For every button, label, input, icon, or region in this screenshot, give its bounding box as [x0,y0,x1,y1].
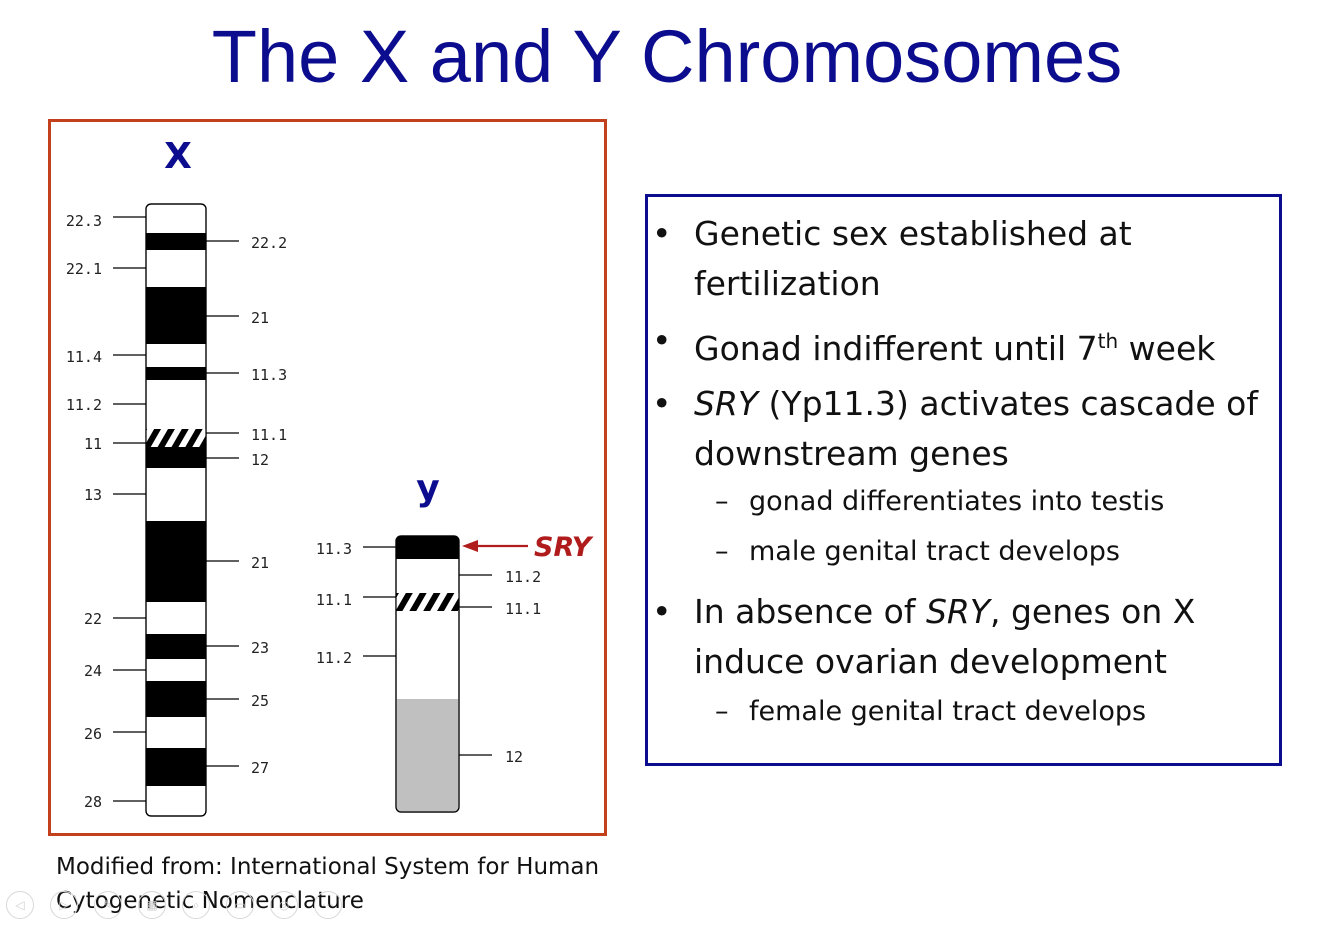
x-band-label: 11 [84,435,102,453]
y-band-label: 11.2 [316,649,352,667]
sub-bullet-text: gonad differentiates into testis [749,486,1165,517]
sub-bullet-text: female genital tract develops [749,696,1147,727]
x-band-label: 12 [251,451,269,469]
x-band-label: 11.4 [66,348,102,366]
bullet-dot: • [652,592,672,631]
bullet-gonad: • Gonad indifferent until 7th week [652,319,1216,371]
sub-bullet-text: male genital tract develops [749,536,1120,567]
sry-arrow-icon [462,540,528,552]
x-band-label: 21 [251,554,269,572]
bullet-dot: • [652,214,672,253]
sub-bullet-testis: – gonad differentiates into testis [715,486,1165,517]
y-band-label: 11.2 [505,568,541,586]
x-band-label: 26 [84,725,102,743]
bullet-dot: • [652,384,672,423]
x-chromosome [145,203,207,817]
x-band-label: 11.3 [251,366,287,384]
x-band-label: 25 [251,692,269,710]
bullet-sry: • SRY (Yp11.3) activates cascade of down… [652,379,1258,479]
bullet-text: induce ovarian development [694,642,1167,681]
pointer-icon[interactable]: ◎ [270,891,298,919]
source-line: Modified from: International System for … [56,854,600,880]
y-band-label: 11.1 [316,591,352,609]
x-band-label: 21 [251,309,269,327]
sub-bullet-dash: – [715,536,729,567]
x-band-label: 13 [84,486,102,504]
y-chromosome [395,535,460,813]
sub-bullet-dash: – [715,486,729,517]
x-band-label: 22.2 [251,234,287,252]
y-band-label: 11.1 [505,600,541,618]
sub-bullet-male-tract: – male genital tract develops [715,536,1120,567]
more-options-icon[interactable]: ⋯ [314,891,342,919]
bullet-text: fertilization [694,264,881,303]
y-band-label: 11.3 [316,540,352,558]
bullet-text: week [1118,329,1216,368]
bullet-dot: • [652,321,672,360]
previous-slide-icon[interactable]: ◁ [6,891,34,919]
x-band-label: 22.3 [66,212,102,230]
subtitles-icon[interactable]: ▭ [226,891,254,919]
gene-name: SRY [925,592,990,631]
next-slide-icon[interactable]: ▷ [50,891,78,919]
bullet-text: , genes on X [990,592,1196,631]
bullet-ovarian: • In absence of SRY, genes on X induce o… [652,587,1196,687]
slide-title: The X and Y Chromosomes [211,15,1123,98]
sub-bullet-dash: – [715,696,729,727]
sub-bullet-female-tract: – female genital tract develops [715,696,1147,727]
x-band-label: 22.1 [66,260,102,278]
superscript: th [1097,329,1119,353]
pen-icon[interactable]: ✎ [94,891,122,919]
bullet-genetic-sex: • Genetic sex established at fertilizati… [652,209,1132,309]
sry-label: SRY [534,532,594,563]
y-chromosome-label: y [416,468,439,509]
bullet-text: In absence of [694,592,926,631]
bullet-box [645,194,1282,766]
slides-grid-icon[interactable]: ▦ [138,891,166,919]
bullet-text: Gonad indifferent until 7 [694,329,1098,368]
chromosome-diagram-frame [48,119,607,836]
x-band-label: 28 [84,793,102,811]
x-band-label: 11.1 [251,426,287,444]
bullet-text: (Yp11.3) activates cascade of [758,384,1258,423]
bullet-text: Genetic sex established at [694,214,1132,253]
x-band-label: 22 [84,610,102,628]
bullet-text: downstream genes [694,434,1009,473]
x-band-label: 24 [84,662,102,680]
x-band-label: 23 [251,639,269,657]
y-band-label: 12 [505,748,523,766]
x-band-label: 27 [251,759,269,777]
x-chromosome-label: X [164,136,192,177]
gene-name: SRY [694,384,759,423]
x-band-label: 11.2 [66,396,102,414]
zoom-icon[interactable]: ⌕ [182,891,210,919]
